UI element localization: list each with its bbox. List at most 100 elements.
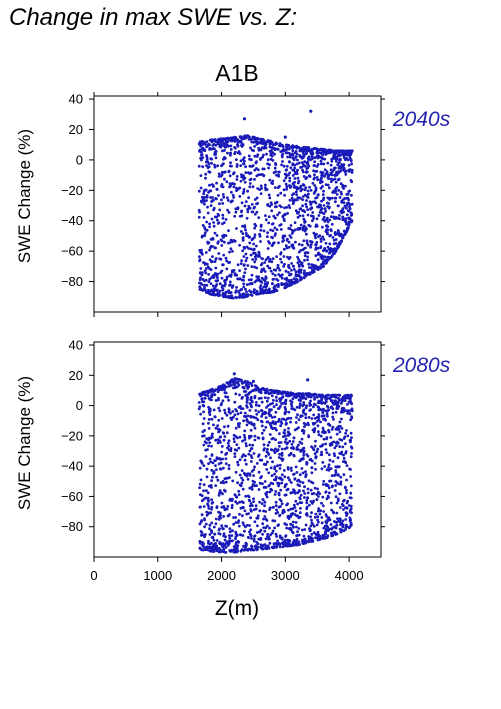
data-point <box>327 463 331 467</box>
data-point <box>334 159 338 163</box>
data-point <box>289 166 293 170</box>
data-point <box>310 417 314 420</box>
data-point <box>245 512 249 516</box>
data-point <box>296 216 300 219</box>
data-point <box>304 473 308 476</box>
data-point <box>311 181 315 185</box>
data-point <box>319 208 323 212</box>
data-point <box>226 543 230 547</box>
data-point <box>276 213 279 217</box>
data-point <box>236 521 240 524</box>
data-point <box>206 166 210 170</box>
data-point <box>243 529 246 533</box>
data-point <box>211 275 215 279</box>
data-point <box>328 251 331 255</box>
data-point <box>252 247 256 251</box>
data-point <box>313 184 317 187</box>
data-point <box>201 403 205 407</box>
panels: 40200−20−40−60−802040s40200−20−40−60−800… <box>61 92 451 583</box>
data-point <box>287 410 291 414</box>
data-point <box>298 275 302 278</box>
data-point <box>216 218 219 222</box>
data-point <box>207 512 210 515</box>
data-point <box>259 546 263 549</box>
data-point <box>223 408 227 412</box>
data-point <box>212 208 216 212</box>
data-point <box>327 408 331 412</box>
data-point <box>344 173 348 176</box>
data-point <box>344 461 348 464</box>
data-point <box>261 482 264 486</box>
data-point <box>252 206 256 210</box>
data-point <box>220 542 224 546</box>
data-point <box>303 276 306 280</box>
data-point <box>225 275 229 279</box>
data-point <box>247 536 251 539</box>
data-point <box>265 152 268 156</box>
data-point <box>214 143 218 147</box>
data-point <box>236 263 240 267</box>
data-point <box>346 434 350 438</box>
data-point <box>297 426 300 429</box>
data-point <box>316 487 319 491</box>
data-point <box>198 255 201 259</box>
data-point <box>318 512 322 516</box>
data-point <box>271 159 275 162</box>
data-point <box>306 255 309 259</box>
data-point <box>304 152 308 156</box>
data-point <box>259 543 263 547</box>
data-point <box>227 291 231 295</box>
data-point <box>285 281 288 285</box>
data-point <box>236 207 240 211</box>
outlier-point <box>251 379 255 383</box>
data-point <box>287 427 290 430</box>
data-point <box>341 445 345 449</box>
data-point <box>327 174 330 178</box>
data-point <box>266 544 270 548</box>
data-point <box>228 280 232 284</box>
data-point <box>254 416 258 420</box>
data-point <box>278 184 281 188</box>
data-point <box>320 501 323 505</box>
data-point <box>291 243 295 247</box>
data-point <box>198 405 202 409</box>
data-point <box>214 140 218 143</box>
data-point <box>291 182 295 186</box>
data-point <box>241 478 245 482</box>
data-point <box>350 416 354 420</box>
data-point <box>284 182 288 186</box>
data-point <box>310 511 313 515</box>
data-point <box>322 196 326 200</box>
data-point <box>333 530 336 534</box>
data-point <box>218 435 222 439</box>
data-point <box>252 135 256 139</box>
data-point <box>285 238 289 242</box>
data-point <box>306 213 310 217</box>
data-point <box>317 418 321 422</box>
data-point <box>338 394 342 397</box>
data-point <box>324 397 328 401</box>
data-point <box>205 220 209 224</box>
data-point <box>291 440 295 443</box>
outlier-point <box>306 378 310 382</box>
data-point <box>230 548 234 552</box>
data-point <box>315 165 319 168</box>
data-point <box>218 202 221 206</box>
data-point <box>207 421 210 425</box>
data-point <box>282 431 286 434</box>
data-point <box>244 287 247 291</box>
data-point <box>232 196 236 199</box>
data-point <box>273 205 277 209</box>
data-point <box>265 140 269 144</box>
data-point <box>218 409 222 413</box>
data-point <box>226 199 230 202</box>
data-point <box>253 484 257 488</box>
data-point <box>283 400 287 404</box>
data-point <box>334 180 338 184</box>
data-point <box>229 148 233 151</box>
data-point <box>252 508 256 512</box>
data-point <box>217 172 221 176</box>
data-point <box>234 207 238 211</box>
data-point <box>228 527 232 531</box>
data-point <box>246 477 250 481</box>
